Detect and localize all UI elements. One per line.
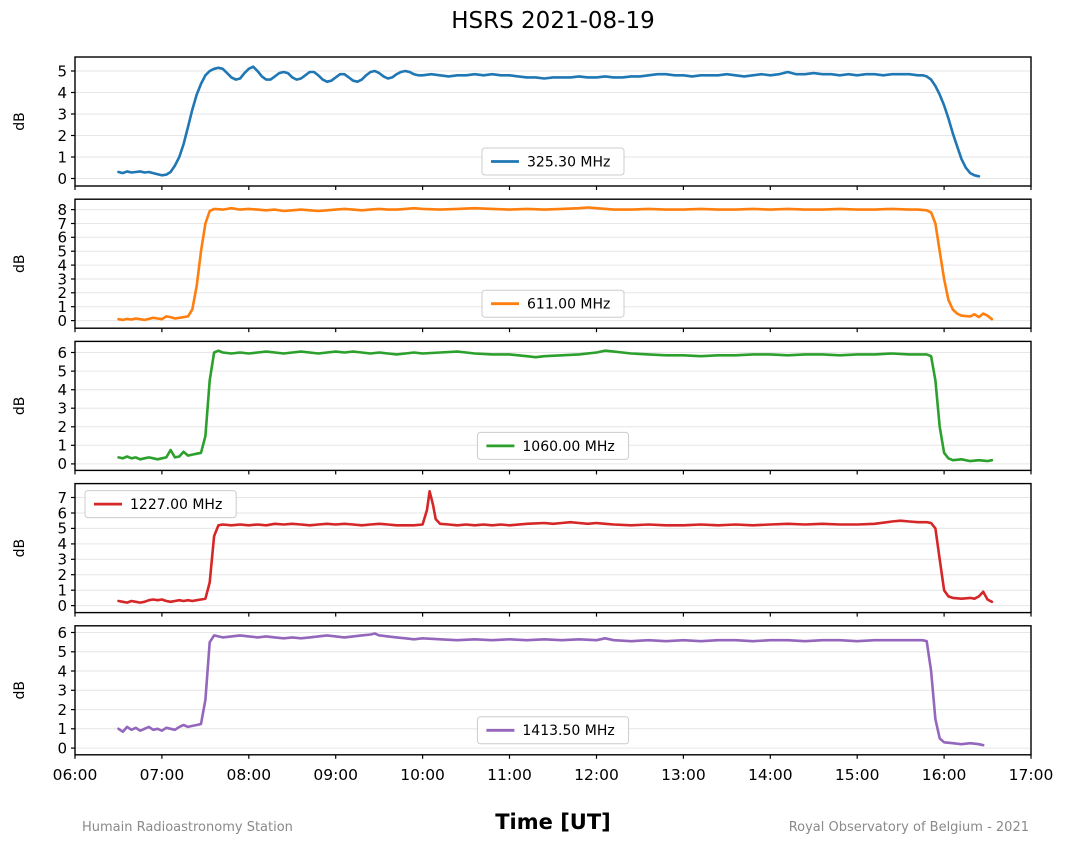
y-tick-label: 1	[57, 437, 67, 455]
y-axis-title: dB	[12, 112, 28, 131]
x-tick-label: 08:00	[226, 766, 271, 784]
legend-box	[476, 716, 630, 745]
legend: 1227.00 MHz	[84, 490, 237, 519]
legend-label: 611.00 MHz	[527, 297, 610, 313]
y-tick-label: 4	[57, 256, 67, 274]
y-tick-label: 3	[57, 399, 67, 417]
x-tick-label: 15:00	[835, 766, 880, 784]
subplot-1: 0 1 2 3 4 5 dB 325.30 MHz	[12, 56, 1032, 190]
y-tick-label: 6	[57, 504, 67, 522]
y-tick-label: 0	[57, 170, 67, 188]
x-tick-label: 16:00	[922, 766, 967, 784]
legend-box	[84, 490, 237, 519]
footer-observatory-credit: Royal Observatory of Belgium - 2021	[788, 820, 1029, 835]
x-tick-label: 13:00	[661, 766, 706, 784]
x-tick-label: 06:00	[53, 766, 98, 784]
y-tick-label: 0	[57, 597, 67, 615]
y-tick-label: 4	[57, 84, 67, 102]
y-tick-label: 1	[57, 581, 67, 599]
legend-label: 1413.50 MHz	[522, 723, 614, 739]
y-tick-label: 6	[57, 344, 67, 362]
legend: 325.30 MHz	[481, 147, 625, 176]
y-axis-title: dB	[12, 681, 28, 700]
y-tick-label: 0	[57, 312, 67, 330]
y-tick-label: 3	[57, 551, 67, 569]
axes-frame	[74, 198, 1032, 329]
y-tick-label: 2	[57, 566, 67, 584]
axes-frame	[74, 56, 1032, 187]
axes-frame	[74, 340, 1032, 472]
y-tick-label: 1	[57, 720, 67, 738]
axes-frame	[74, 482, 1032, 614]
chart-title: HSRS 2021-08-19	[451, 8, 655, 34]
series-line	[117, 65, 981, 178]
x-tick-label: 17:00	[1009, 766, 1054, 784]
y-tick-label: 5	[57, 520, 67, 538]
y-tick-label: 3	[57, 105, 67, 123]
y-tick-label: 4	[57, 535, 67, 553]
y-tick-label: 5	[57, 62, 67, 80]
series-line	[117, 489, 994, 604]
y-tick-label: 6	[57, 624, 67, 642]
y-tick-label: 5	[57, 362, 67, 380]
x-tick-label: 10:00	[400, 766, 445, 784]
y-tick-label: 7	[57, 215, 67, 233]
y-tick-label: 5	[57, 643, 67, 661]
series-line	[117, 206, 994, 322]
legend-box	[476, 431, 630, 460]
x-tick-label: 11:00	[487, 766, 532, 784]
y-tick-label: 2	[57, 418, 67, 436]
y-tick-label: 1	[57, 298, 67, 316]
y-tick-label: 0	[57, 455, 67, 473]
y-tick-label: 2	[57, 127, 67, 145]
legend-label: 1227.00 MHz	[130, 497, 222, 513]
footer-station-credit: Humain Radioastronomy Station	[82, 820, 293, 835]
legend-label: 325.30 MHz	[527, 154, 610, 170]
x-tick-label: 07:00	[140, 766, 185, 784]
x-tick-label: 14:00	[748, 766, 793, 784]
y-axis-title: dB	[12, 539, 28, 558]
y-axis-title: dB	[12, 397, 28, 416]
series-line	[117, 632, 985, 747]
x-tick-label: 09:00	[313, 766, 358, 784]
legend: 1413.50 MHz	[476, 716, 630, 745]
y-tick-label: 5	[57, 242, 67, 260]
y-tick-label: 4	[57, 662, 67, 680]
y-tick-label: 6	[57, 229, 67, 247]
legend: 1060.00 MHz	[476, 431, 630, 460]
y-tick-label: 8	[57, 201, 67, 219]
x-tick-label: 12:00	[574, 766, 619, 784]
y-tick-label: 4	[57, 381, 67, 399]
legend: 611.00 MHz	[481, 289, 625, 318]
legend-box	[481, 289, 625, 318]
y-tick-label: 3	[57, 270, 67, 288]
y-tick-label: 1	[57, 148, 67, 166]
x-axis-label: Time [UT]	[495, 810, 611, 834]
y-tick-label: 0	[57, 739, 67, 757]
y-tick-label: 2	[57, 284, 67, 302]
series-line	[117, 349, 994, 463]
legend-box	[481, 147, 625, 176]
y-tick-label: 2	[57, 701, 67, 719]
y-tick-label: 7	[57, 489, 67, 507]
y-axis-title: dB	[12, 254, 28, 273]
y-tick-label: 3	[57, 682, 67, 700]
legend-label: 1060.00 MHz	[522, 439, 614, 455]
